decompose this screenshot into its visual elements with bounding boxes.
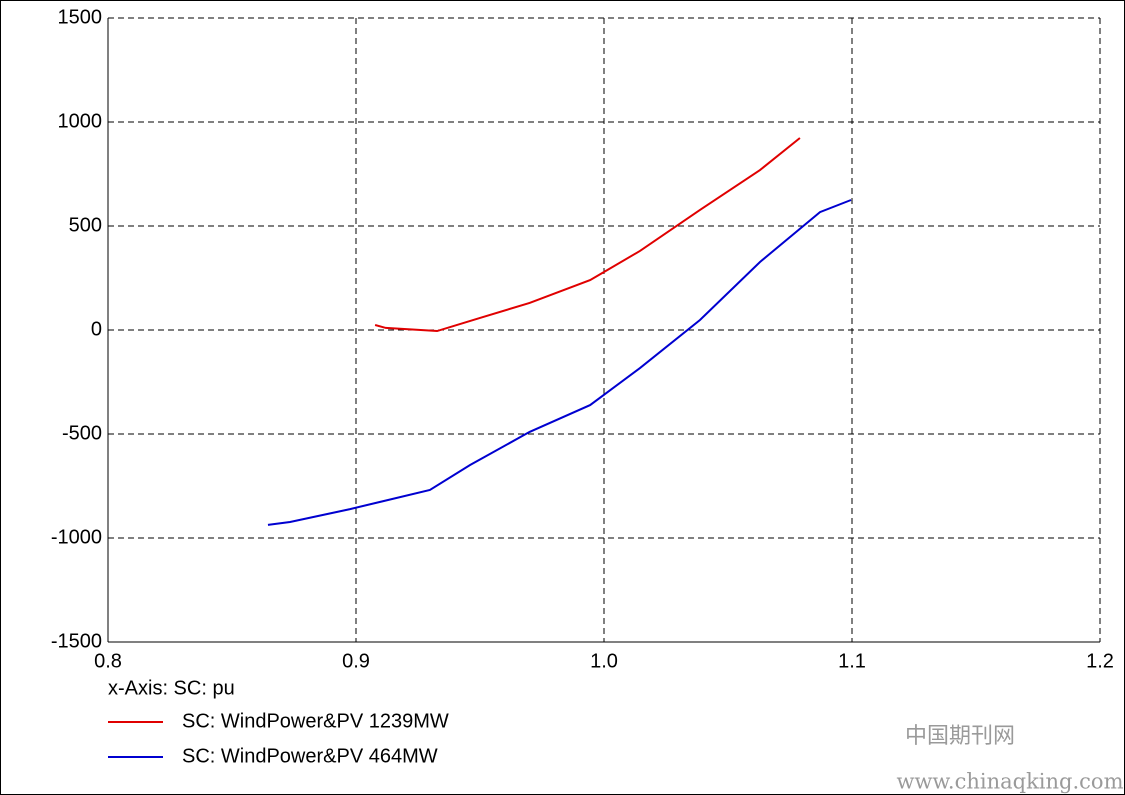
y-tick-label: 500: [69, 214, 102, 236]
y-tick-label: -500: [62, 422, 102, 444]
y-tick-label: -1000: [51, 526, 102, 548]
watermark: 中国期刊网: [905, 724, 1015, 749]
y-tick-label: -1500: [51, 630, 102, 652]
x-tick-label: 1.0: [590, 650, 618, 672]
y-tick-label: 1000: [58, 110, 103, 132]
legend-label: SC: WindPower&PV 464MW: [182, 745, 438, 767]
legend-label: SC: WindPower&PV 1239MW: [182, 710, 449, 732]
y-tick-label: 0: [91, 318, 102, 340]
x-tick-label: 1.2: [1086, 650, 1114, 672]
y-tick-label: 1500: [58, 6, 103, 28]
x-axis-label: x-Axis: SC: pu: [108, 677, 235, 699]
x-tick-label: 0.9: [342, 650, 370, 672]
watermark: www.chinaqking.com: [896, 770, 1123, 794]
x-tick-label: 1.1: [838, 650, 866, 672]
x-tick-label: 0.8: [94, 650, 122, 672]
series-line: [267, 199, 852, 526]
series-line: [374, 137, 801, 333]
